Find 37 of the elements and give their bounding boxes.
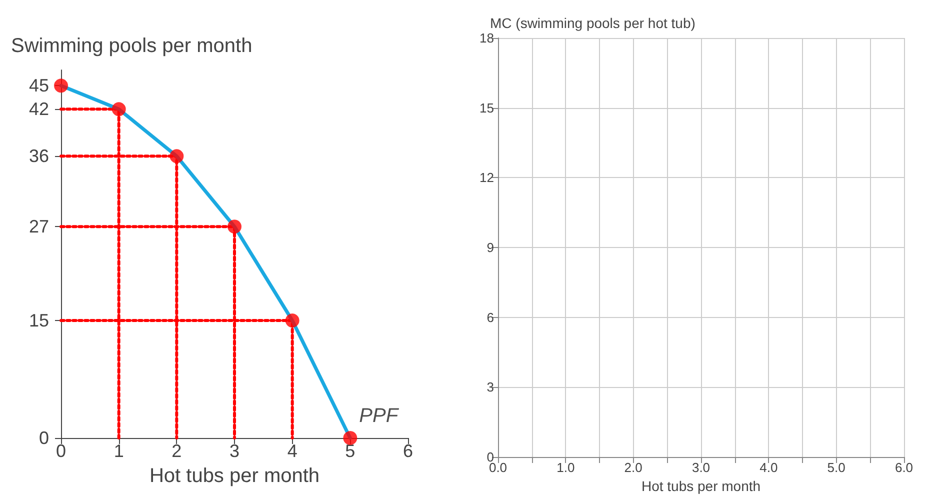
point [170, 149, 184, 164]
y-tick-label: 3 [486, 380, 494, 395]
y-tick-label: 0 [38, 428, 49, 448]
y-tick-label: 15 [480, 100, 494, 116]
point [54, 78, 68, 93]
y-tick-label: 45 [28, 76, 49, 96]
x-tick-label: 6 [402, 441, 414, 461]
y-tick-label: 18 [480, 30, 494, 46]
x-tick-label: 5 [345, 441, 356, 461]
x-tick-label: 2.0 [624, 460, 642, 475]
y-tick-label: 27 [28, 216, 49, 237]
x-tick-label: 4 [287, 441, 298, 461]
x-tick-label: 3.0 [692, 460, 710, 475]
y-tick-label: 12 [480, 170, 494, 186]
y-tick-label: 36 [28, 146, 49, 166]
y-axis-title: MC (swimming pools per hot tub) [490, 15, 696, 31]
x-tick-label: 0 [56, 441, 66, 461]
x-tick-label: 1 [114, 441, 124, 461]
x-tick-label: 5.0 [827, 460, 846, 475]
x-tick-label: 0.0 [488, 460, 508, 475]
y-axis-title: Swimming pools per month [11, 35, 252, 57]
x-tick-label: 2 [172, 441, 182, 461]
x-tick-label: 1.0 [556, 460, 575, 475]
x-axis-title: Hot tubs per month [641, 478, 761, 494]
point [343, 431, 358, 445]
y-tick-label: 6 [486, 310, 494, 325]
point [285, 314, 300, 328]
x-axis-title: Hot tubs per month [149, 465, 320, 487]
x-tick-label: 6.0 [894, 460, 914, 475]
y-tick-label: 15 [28, 310, 49, 331]
y-tick-label: 42 [28, 99, 49, 120]
point [112, 102, 126, 116]
x-tick-label: 3 [229, 441, 240, 461]
annotation: PPF [359, 405, 400, 427]
x-tick-label: 4.0 [760, 460, 778, 475]
y-tick-label: 9 [486, 240, 494, 255]
point [228, 220, 242, 234]
